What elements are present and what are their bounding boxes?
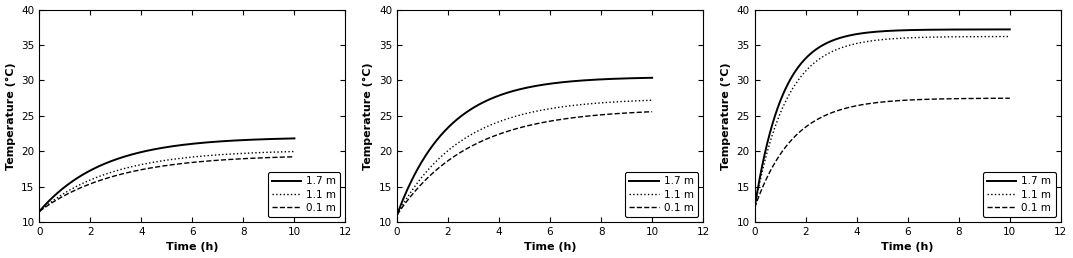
0.1 m [640, 110, 652, 114]
1.7 m [155, 147, 167, 150]
1.1 m [957, 35, 970, 38]
0.1 m [155, 165, 167, 168]
1.1 m [900, 36, 913, 39]
1.7 m [646, 76, 659, 79]
1.7 m [542, 82, 555, 85]
0.1 m [185, 161, 197, 164]
Line: 0.1 m: 0.1 m [397, 112, 652, 215]
1.1 m [869, 39, 882, 42]
Legend: 1.7 m, 1.1 m, 0.1 m: 1.7 m, 1.1 m, 0.1 m [626, 172, 697, 217]
Legend: 1.7 m, 1.1 m, 0.1 m: 1.7 m, 1.1 m, 0.1 m [267, 172, 340, 217]
1.7 m [33, 210, 46, 213]
1.1 m [529, 110, 542, 113]
0.1 m [288, 155, 300, 158]
1.7 m [288, 137, 300, 140]
1.1 m [646, 99, 659, 102]
1.1 m [513, 114, 526, 117]
0.1 m [282, 155, 295, 158]
0.1 m [529, 123, 542, 126]
0.1 m [997, 97, 1010, 100]
1.1 m [156, 159, 168, 162]
X-axis label: Time (h): Time (h) [166, 243, 219, 252]
Line: 1.1 m: 1.1 m [754, 37, 1010, 208]
1.1 m [1003, 35, 1016, 38]
0.1 m [512, 127, 525, 130]
Y-axis label: Temperature (°C): Temperature (°C) [5, 62, 16, 170]
Line: 1.7 m: 1.7 m [397, 78, 652, 215]
1.7 m [997, 28, 1010, 31]
Legend: 1.7 m, 1.1 m, 0.1 m: 1.7 m, 1.1 m, 0.1 m [983, 172, 1056, 217]
X-axis label: Time (h): Time (h) [882, 243, 934, 252]
Line: 0.1 m: 0.1 m [40, 157, 294, 211]
0.1 m [957, 97, 970, 100]
1.1 m [282, 150, 295, 153]
Y-axis label: Temperature (°C): Temperature (°C) [364, 62, 373, 170]
0.1 m [391, 213, 403, 216]
1.1 m [997, 35, 1010, 38]
Line: 0.1 m: 0.1 m [754, 98, 1010, 208]
1.7 m [171, 144, 183, 147]
Line: 1.1 m: 1.1 m [397, 100, 652, 215]
0.1 m [33, 210, 46, 213]
1.7 m [900, 29, 913, 32]
1.1 m [600, 101, 613, 104]
1.1 m [512, 114, 525, 117]
0.1 m [869, 101, 882, 104]
1.1 m [288, 150, 300, 153]
1.1 m [748, 206, 761, 209]
1.1 m [33, 210, 46, 213]
1.7 m [957, 28, 970, 31]
0.1 m [900, 99, 913, 102]
1.7 m [512, 88, 525, 91]
1.7 m [871, 30, 884, 33]
1.7 m [600, 78, 613, 81]
0.1 m [1003, 97, 1016, 100]
0.1 m [748, 206, 761, 209]
1.7 m [391, 213, 403, 216]
1.7 m [529, 85, 542, 88]
1.7 m [185, 142, 197, 146]
X-axis label: Time (h): Time (h) [524, 243, 576, 252]
Y-axis label: Temperature (°C): Temperature (°C) [721, 62, 731, 170]
1.1 m [886, 37, 899, 40]
Line: 1.1 m: 1.1 m [40, 151, 294, 211]
1.7 m [748, 206, 761, 209]
1.7 m [869, 30, 882, 33]
0.1 m [646, 110, 659, 113]
1.7 m [886, 29, 899, 32]
1.7 m [156, 146, 168, 149]
1.1 m [242, 151, 255, 155]
1.1 m [155, 159, 167, 163]
1.7 m [1003, 28, 1016, 31]
1.1 m [391, 213, 403, 216]
0.1 m [871, 101, 884, 104]
1.1 m [640, 99, 652, 102]
1.7 m [282, 137, 295, 140]
1.7 m [640, 76, 652, 79]
1.1 m [542, 107, 555, 110]
Line: 1.7 m: 1.7 m [754, 29, 1010, 208]
1.1 m [171, 157, 183, 160]
1.7 m [513, 88, 526, 91]
1.1 m [185, 156, 197, 159]
Line: 1.7 m: 1.7 m [40, 138, 294, 211]
0.1 m [600, 113, 613, 116]
0.1 m [886, 100, 899, 103]
1.1 m [871, 39, 884, 42]
0.1 m [171, 163, 183, 166]
1.7 m [242, 138, 255, 141]
0.1 m [242, 157, 255, 160]
0.1 m [156, 165, 168, 168]
0.1 m [513, 126, 526, 129]
0.1 m [542, 120, 555, 123]
